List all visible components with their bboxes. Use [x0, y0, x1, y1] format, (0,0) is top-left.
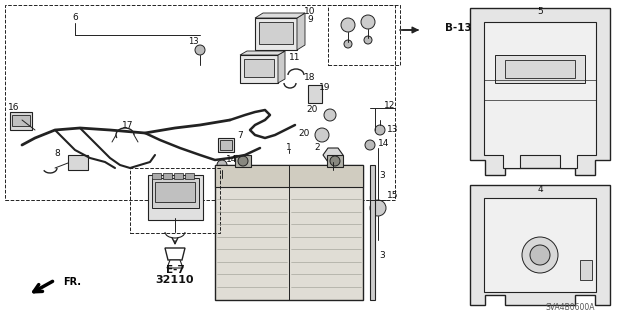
Polygon shape: [297, 13, 305, 50]
Text: 17: 17: [122, 122, 134, 130]
Text: 12: 12: [384, 100, 396, 109]
Text: 16: 16: [8, 103, 19, 113]
Bar: [308, 85, 322, 103]
Text: 3: 3: [379, 170, 385, 180]
Text: 13: 13: [188, 38, 198, 47]
Circle shape: [375, 125, 385, 135]
Bar: [10, 112, 32, 130]
Bar: [259, 22, 293, 44]
Bar: [240, 55, 278, 83]
Circle shape: [530, 245, 550, 265]
Polygon shape: [240, 51, 285, 55]
Circle shape: [315, 128, 329, 142]
Text: 7: 7: [237, 130, 243, 139]
Text: 13: 13: [387, 125, 399, 135]
Bar: [327, 155, 343, 167]
Text: 14: 14: [378, 139, 390, 149]
Circle shape: [370, 200, 386, 216]
Text: 1: 1: [286, 143, 292, 152]
Text: 20: 20: [299, 129, 310, 137]
Bar: [220, 140, 232, 150]
Bar: [505, 60, 575, 78]
Text: 11: 11: [289, 54, 301, 63]
Text: 2: 2: [314, 144, 320, 152]
Polygon shape: [484, 22, 596, 168]
Polygon shape: [278, 51, 285, 83]
Text: 6: 6: [72, 13, 78, 23]
Bar: [235, 155, 251, 167]
Text: 18: 18: [304, 73, 316, 83]
Text: 15: 15: [387, 190, 399, 199]
Polygon shape: [165, 248, 185, 260]
Text: 19: 19: [319, 84, 331, 93]
Bar: [155, 182, 195, 202]
Text: 32110: 32110: [156, 275, 195, 285]
Bar: [174, 173, 183, 179]
Polygon shape: [470, 8, 610, 175]
Circle shape: [522, 237, 558, 273]
Polygon shape: [470, 185, 610, 305]
Bar: [244, 59, 274, 77]
Bar: [328, 5, 400, 65]
Circle shape: [238, 156, 248, 166]
Text: FR.: FR.: [63, 277, 81, 287]
Bar: [130, 168, 220, 233]
Circle shape: [365, 140, 375, 150]
Circle shape: [344, 40, 352, 48]
Bar: [185, 173, 194, 179]
Bar: [370, 165, 375, 300]
Circle shape: [341, 18, 355, 32]
Bar: [163, 173, 172, 179]
Polygon shape: [323, 148, 343, 162]
Bar: [12, 115, 30, 126]
Bar: [218, 138, 234, 152]
Text: 8: 8: [54, 149, 60, 158]
Bar: [152, 178, 199, 208]
Text: 5: 5: [537, 8, 543, 17]
Text: B-13: B-13: [445, 23, 472, 33]
Text: 4: 4: [537, 186, 543, 195]
Bar: [5, 5, 395, 200]
Circle shape: [324, 109, 336, 121]
Text: 20: 20: [307, 106, 318, 115]
Circle shape: [330, 156, 340, 166]
Text: SVA4B0600A: SVA4B0600A: [545, 303, 595, 313]
Bar: [495, 55, 585, 83]
Bar: [215, 165, 363, 300]
Circle shape: [195, 45, 205, 55]
Polygon shape: [167, 260, 183, 268]
Circle shape: [361, 15, 375, 29]
Bar: [68, 155, 88, 170]
Bar: [255, 18, 297, 50]
Bar: [152, 173, 161, 179]
Text: 9: 9: [307, 16, 313, 25]
Bar: [580, 260, 592, 280]
Bar: [215, 165, 363, 187]
Circle shape: [217, 160, 227, 170]
Polygon shape: [484, 198, 596, 292]
Text: 10: 10: [304, 8, 316, 17]
Circle shape: [364, 36, 372, 44]
Polygon shape: [255, 13, 305, 18]
Bar: [148, 175, 203, 220]
Text: E-7: E-7: [166, 265, 184, 275]
Text: 3: 3: [379, 250, 385, 259]
Text: 14: 14: [227, 155, 237, 165]
